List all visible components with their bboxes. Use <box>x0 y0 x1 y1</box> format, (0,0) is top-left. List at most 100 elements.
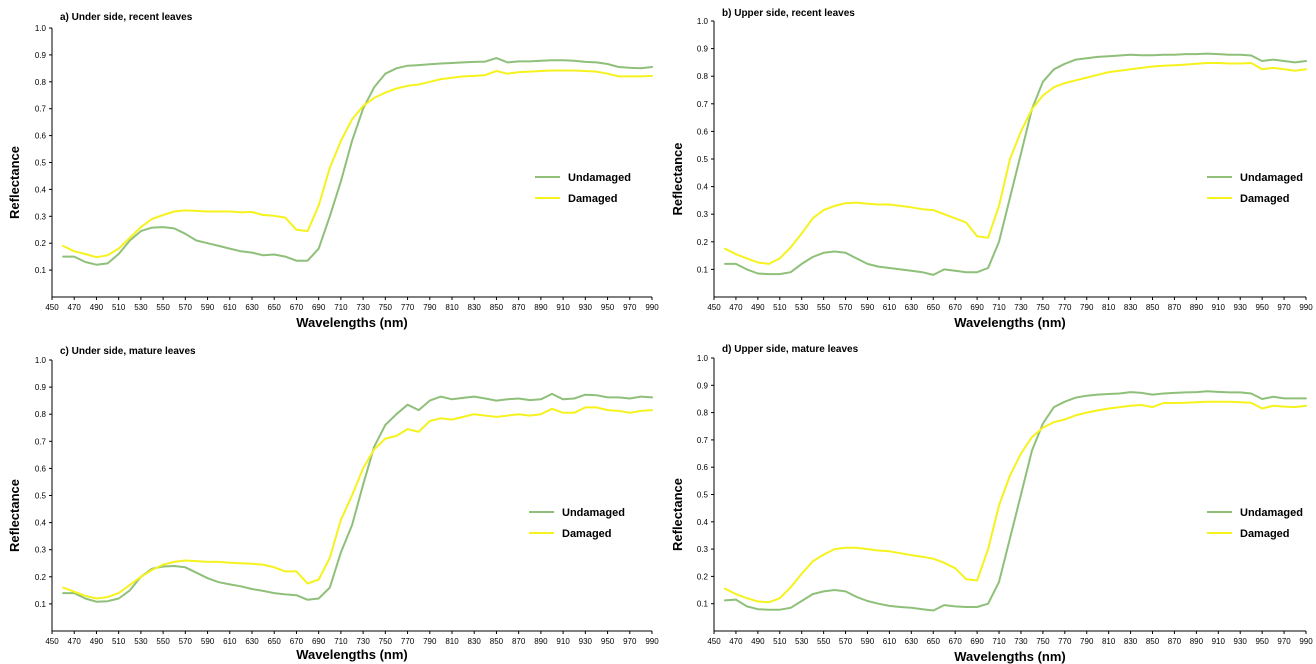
x-tick-label: 870 <box>1168 303 1182 312</box>
x-tick-label: 670 <box>949 303 963 312</box>
x-tick-label: 830 <box>468 303 482 312</box>
x-tick-label: 670 <box>290 637 304 646</box>
x-tick-label: 550 <box>817 637 831 646</box>
series-line-undamaged <box>62 392 653 603</box>
x-tick-label: 850 <box>490 637 504 646</box>
x-tick-label: 930 <box>1234 637 1248 646</box>
y-tick-label: 0.8 <box>697 72 709 81</box>
y-tick-label: 0.5 <box>35 492 47 501</box>
y-tick-label: 0.2 <box>35 573 47 582</box>
x-tick-label: 470 <box>729 303 743 312</box>
x-tick-label: 810 <box>445 303 459 312</box>
y-tick-label: 0.7 <box>35 105 47 114</box>
x-tick-label: 990 <box>1299 637 1313 646</box>
series-line-damaged <box>62 406 653 600</box>
x-tick-label: 650 <box>927 303 941 312</box>
x-tick-label: 870 <box>1168 637 1182 646</box>
x-tick-label: 630 <box>245 303 259 312</box>
x-tick-label: 570 <box>179 637 193 646</box>
x-tick-label: 790 <box>1080 637 1094 646</box>
x-tick-label: 510 <box>112 637 126 646</box>
x-tick-label: 530 <box>134 303 148 312</box>
x-tick-label: 890 <box>1190 637 1204 646</box>
x-tick-label: 510 <box>773 637 787 646</box>
x-tick-label: 450 <box>707 637 721 646</box>
x-tick-label: 770 <box>401 303 415 312</box>
series-line-damaged <box>62 69 653 259</box>
x-tick-label: 930 <box>579 637 593 646</box>
x-tick-label: 750 <box>379 303 393 312</box>
x-tick-label: 630 <box>245 637 259 646</box>
legend-label-damaged: Damaged <box>1240 528 1290 540</box>
x-tick-label: 910 <box>1212 637 1226 646</box>
x-tick-label: 830 <box>1124 637 1138 646</box>
legend-label-undamaged: Undamaged <box>1240 507 1303 519</box>
y-tick-label: 0.3 <box>697 210 709 219</box>
x-tick-label: 710 <box>992 303 1006 312</box>
x-tick-label: 450 <box>45 637 59 646</box>
x-tick-label: 730 <box>356 637 370 646</box>
legend-label-damaged: Damaged <box>1240 193 1290 205</box>
y-tick-label: 0.5 <box>35 159 47 168</box>
y-tick-label: 0.6 <box>697 127 709 136</box>
x-tick-label: 530 <box>795 303 809 312</box>
y-tick-label: 1.0 <box>35 356 47 365</box>
x-tick-label: 650 <box>268 303 282 312</box>
series-line-undamaged <box>724 390 1307 612</box>
chart-panel-3: d) Upper side, mature leaves 0.1 0.2 0.3 0.4… <box>670 344 1313 664</box>
y-tick-label: 0.2 <box>35 239 47 248</box>
y-tick-label: 0.6 <box>35 132 47 141</box>
x-tick-label: 790 <box>423 303 437 312</box>
series-line-undamaged <box>724 52 1307 276</box>
x-tick-label: 950 <box>1255 303 1269 312</box>
x-tick-label: 730 <box>1014 303 1028 312</box>
chart-title: d) Upper side, mature leaves <box>722 344 859 355</box>
x-tick-label: 930 <box>579 303 593 312</box>
x-axis-label: Wavelengths (nm) <box>954 649 1065 664</box>
x-axis-label: Wavelengths (nm) <box>296 315 407 330</box>
x-tick-label: 910 <box>556 303 570 312</box>
y-tick-label: 0.9 <box>697 381 709 390</box>
x-tick-label: 450 <box>707 303 721 312</box>
y-tick-label: 0.5 <box>697 155 709 164</box>
x-tick-label: 630 <box>905 303 919 312</box>
x-tick-label: 830 <box>468 637 482 646</box>
x-tick-label: 710 <box>334 637 348 646</box>
x-tick-label: 630 <box>905 637 919 646</box>
y-axis-label: Reflectance <box>670 478 685 551</box>
x-tick-label: 950 <box>601 303 615 312</box>
x-tick-label: 990 <box>1299 303 1313 312</box>
series-line-damaged <box>724 400 1307 604</box>
x-tick-label: 810 <box>1102 637 1116 646</box>
x-tick-label: 850 <box>490 303 504 312</box>
x-tick-label: 650 <box>927 637 941 646</box>
x-tick-label: 510 <box>112 303 126 312</box>
x-axis-label: Wavelengths (nm) <box>296 647 407 662</box>
x-tick-label: 690 <box>312 303 326 312</box>
y-tick-label: 0.3 <box>35 212 47 221</box>
x-tick-label: 710 <box>334 303 348 312</box>
x-tick-label: 490 <box>90 637 104 646</box>
y-tick-label: 0.8 <box>697 409 709 418</box>
y-axis-label: Reflectance <box>670 143 685 216</box>
x-tick-label: 970 <box>1277 637 1291 646</box>
y-tick-label: 0.7 <box>697 100 709 109</box>
x-tick-label: 530 <box>134 637 148 646</box>
y-tick-label: 0.4 <box>35 519 47 528</box>
y-tick-label: 0.4 <box>35 185 47 194</box>
x-tick-label: 490 <box>90 303 104 312</box>
x-tick-label: 590 <box>861 637 875 646</box>
x-tick-label: 970 <box>1277 303 1291 312</box>
x-tick-label: 850 <box>1146 303 1160 312</box>
x-tick-label: 550 <box>156 637 170 646</box>
y-tick-label: 0.9 <box>35 51 47 60</box>
x-tick-label: 550 <box>817 303 831 312</box>
x-tick-label: 790 <box>1080 303 1094 312</box>
y-tick-label: 0.3 <box>35 546 47 555</box>
y-tick-label: 0.2 <box>697 238 709 247</box>
x-axis-label: Wavelengths (nm) <box>954 315 1065 330</box>
y-axis-label: Reflectance <box>7 146 22 219</box>
x-tick-label: 570 <box>839 637 853 646</box>
x-tick-label: 570 <box>839 303 853 312</box>
